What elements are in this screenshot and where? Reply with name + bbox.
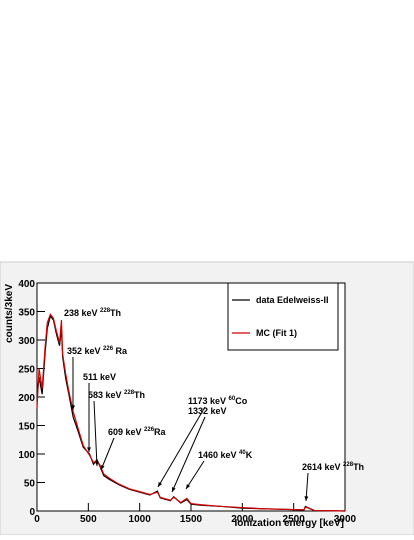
annotation: 583 keV 228Th [88, 390, 145, 400]
x-tick-label: 500 [80, 514, 97, 525]
arrow-head [87, 447, 91, 452]
arrow-head [94, 461, 99, 466]
annotation-sup: 40 [239, 450, 246, 456]
annotation-text: 609 keV [108, 427, 144, 437]
annotation-sup: 228 [100, 308, 111, 314]
annotation: 238 keV 228Th [64, 308, 121, 318]
y-tick-label: 0 [29, 507, 35, 518]
annotation-text: 2614 keV [302, 462, 343, 472]
annotation-text: K [246, 450, 253, 460]
annotation-sup: 60 [229, 396, 236, 402]
y-tick-label: 350 [18, 308, 35, 319]
annotation: 609 keV 226Ra [108, 427, 167, 437]
annotation: 1173 keV 60Co [188, 396, 248, 406]
legend [227, 282, 339, 351]
y-tick-label: 300 [18, 336, 35, 347]
x-tick-label: 1500 [180, 514, 203, 525]
arrow-head [172, 487, 176, 492]
y-tick-label: 50 [24, 479, 36, 490]
annotation-text: 1173 keV [188, 396, 229, 406]
annotation-text: 1460 keV [198, 450, 239, 460]
legend-label: MC (Fit 1) [256, 328, 297, 338]
annotation-sup: 228 [343, 462, 354, 468]
y-axis-label: counts/3keV [4, 284, 15, 343]
y-tick-label: 250 [18, 365, 35, 376]
annotation-text: Th [353, 462, 364, 472]
y-tick-label: 100 [18, 450, 35, 461]
y-tick-label: 150 [18, 422, 35, 433]
x-tick-label: 0 [34, 514, 40, 525]
annotation-text: Co [235, 396, 247, 406]
annotation-arrow [93, 400, 98, 467]
annotation: 2614 keV 228Th [302, 462, 364, 472]
annotation-text: 583 keV [88, 390, 124, 400]
annotation-sup: 226 [144, 427, 155, 433]
annotation: 1460 keV 40K [198, 450, 253, 460]
arrow-head [71, 405, 75, 410]
annotation-arrow [171, 416, 206, 493]
annotation: 352 keV 226 Ra [67, 346, 128, 356]
annotation-text: Ra [113, 346, 128, 356]
annotation-text: Ra [154, 427, 166, 437]
arrow-head [186, 484, 191, 489]
annotation-text: Th [134, 390, 145, 400]
x-tick-label: 1000 [129, 514, 152, 525]
annotation-text: 238 keV [64, 308, 100, 318]
legend-label: data Edelweiss-II [256, 295, 329, 305]
annotation-arrow [185, 460, 205, 490]
arrow-head [100, 465, 105, 470]
x-axis-label: Ionization energy [keV] [235, 518, 344, 529]
x-tick-label: 2500 [283, 514, 306, 525]
annotation: 1332 keV [188, 406, 227, 416]
annotation-sup: 226 [103, 346, 114, 352]
annotation-arrow [157, 406, 206, 488]
arrow-head [158, 482, 163, 487]
x-tick-label: 3000 [334, 514, 357, 525]
annotation-text: 352 keV [67, 346, 103, 356]
arrow-head [304, 496, 309, 501]
annotation-text: Th [110, 308, 121, 318]
y-tick-label: 400 [18, 279, 35, 290]
y-tick-label: 200 [18, 393, 35, 404]
annotation-text: 1332 keV [188, 406, 227, 416]
annotation: 511 keV [83, 372, 116, 382]
annotation-text: 511 keV [83, 372, 116, 382]
annotation-arrow [305, 472, 309, 502]
annotation-arrow [100, 437, 115, 471]
x-tick-label: 2000 [231, 514, 254, 525]
series-line [36, 313, 346, 512]
annotation-sup: 228 [124, 390, 135, 396]
